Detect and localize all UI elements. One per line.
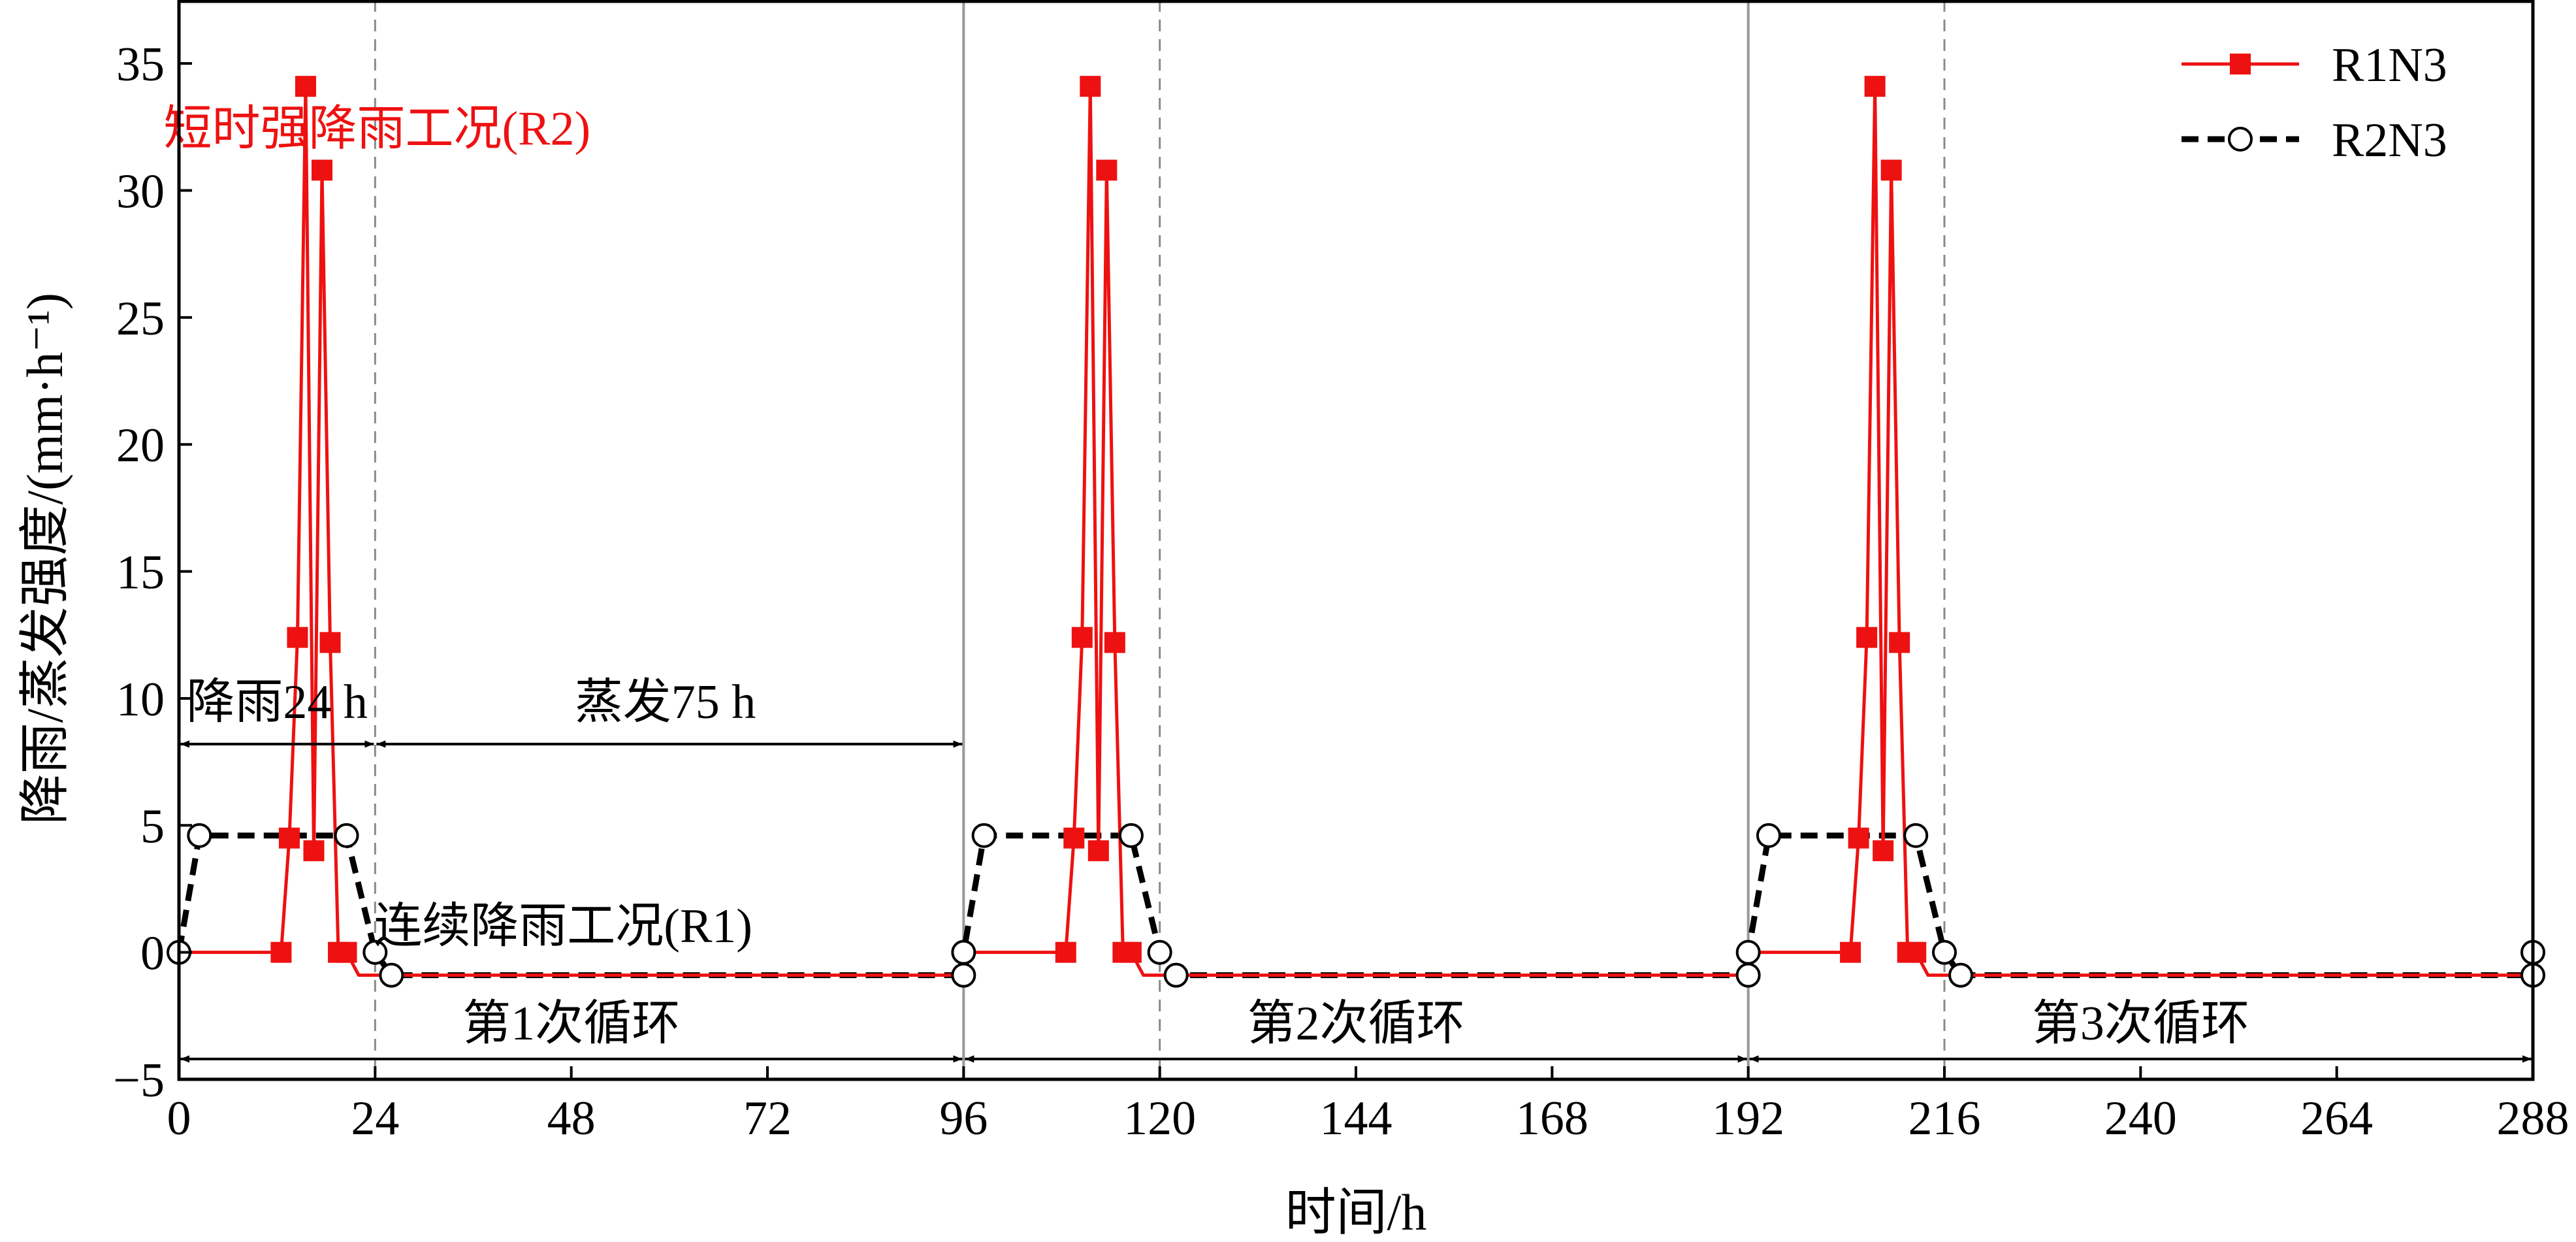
- r2-condition-label: 短时强降雨工况(R2): [164, 103, 591, 156]
- data-point-R1N3: [1856, 627, 1878, 648]
- x-tick-label: 264: [2300, 1092, 2373, 1145]
- x-tick-label: 72: [743, 1092, 792, 1145]
- x-axis-title: 时间/h: [1285, 1184, 1427, 1241]
- data-point-R2N3: [1932, 940, 1957, 965]
- data-point-R2N3: [362, 940, 388, 965]
- data-point-R1N3: [278, 827, 300, 849]
- data-point-R1N3: [1087, 840, 1109, 862]
- y-tick-label: 10: [116, 673, 165, 727]
- data-point-R1N3: [1071, 627, 1093, 648]
- data-point-R2N3: [1735, 962, 1761, 988]
- annotation-layer: 短时强降雨工况(R2) 连续降雨工况(R1) 降雨24 h 蒸发75 h 第1次循环 第2…: [164, 103, 2532, 1063]
- y-tick-label: 30: [116, 165, 165, 219]
- data-point-R1N3: [1880, 159, 1902, 181]
- x-tick-label: 144: [1320, 1092, 1393, 1145]
- legend-marker-R2N3: [2228, 127, 2253, 152]
- data-point-R1N3: [319, 632, 341, 653]
- cycle-label-1: 第1次循环: [462, 997, 680, 1051]
- legend-label-R2N3: R2N3: [2332, 114, 2447, 167]
- data-point-R1N3: [1889, 632, 1910, 653]
- data-point-R2N3: [1147, 940, 1172, 965]
- reference-lines: [374, 0, 1946, 1079]
- y-tick-label: 20: [116, 419, 165, 472]
- data-point-R1N3: [303, 840, 325, 862]
- series-line-R1N3: [179, 84, 2533, 977]
- r1-condition-label: 连续降雨工况(R1): [374, 900, 752, 953]
- series-layer: [167, 76, 2545, 988]
- y-tick-label: 25: [116, 292, 165, 346]
- data-point-R2N3: [1903, 823, 1929, 848]
- y-tick-label: 0: [140, 927, 165, 981]
- x-tick-label: 0: [167, 1092, 191, 1145]
- data-point-R1N3: [1055, 941, 1076, 963]
- x-tick-label: 24: [351, 1092, 399, 1145]
- evaporation-duration-label: 蒸发75 h: [575, 676, 756, 729]
- data-point-R2N3: [1948, 962, 1974, 988]
- legend: R1N3 R2N3: [2182, 39, 2447, 167]
- x-tick-label: 96: [939, 1092, 988, 1145]
- cycle-label-2: 第2次循环: [1248, 997, 1465, 1051]
- data-point-R2N3: [951, 940, 976, 965]
- x-tick-label: 288: [2497, 1092, 2569, 1145]
- data-point-R1N3: [336, 941, 357, 963]
- legend-label-R1N3: R1N3: [2332, 39, 2447, 92]
- x-tick-label: 216: [1908, 1092, 1981, 1145]
- data-point-R1N3: [1104, 632, 1125, 653]
- x-tick-label: 120: [1123, 1092, 1196, 1145]
- data-point-R2N3: [1756, 823, 1781, 848]
- data-point-R1N3: [1864, 76, 1886, 97]
- data-point-R1N3: [1096, 159, 1118, 181]
- y-tick-label: 5: [140, 800, 165, 853]
- legend-marker-R1N3: [2230, 54, 2251, 74]
- data-point-R1N3: [1848, 827, 1869, 849]
- data-point-R2N3: [334, 823, 359, 848]
- data-point-R1N3: [295, 76, 316, 97]
- data-point-R1N3: [270, 941, 292, 963]
- data-point-R1N3: [1080, 76, 1101, 97]
- data-point-R1N3: [1840, 941, 1861, 963]
- data-point-R2N3: [379, 962, 404, 988]
- data-point-R2N3: [951, 962, 976, 988]
- data-point-R1N3: [1063, 827, 1085, 849]
- data-point-R1N3: [1905, 941, 1927, 963]
- x-tick-label: 240: [2104, 1092, 2177, 1145]
- y-tick-label: 15: [116, 546, 165, 600]
- data-point-R1N3: [1120, 941, 1142, 963]
- data-point-R1N3: [311, 159, 332, 181]
- y-axis-title: 降雨/蒸发强度/(mm·h⁻¹): [16, 293, 73, 825]
- x-tick-label: 192: [1712, 1092, 1784, 1145]
- x-tick-label: 48: [547, 1092, 596, 1145]
- data-point-R1N3: [1873, 840, 1894, 862]
- x-tick-label: 168: [1516, 1092, 1588, 1145]
- data-point-R2N3: [187, 823, 212, 848]
- data-point-R2N3: [1163, 962, 1189, 988]
- cycle-label-3: 第3次循环: [2032, 997, 2249, 1051]
- axes: 0 24 48 72 96 120 144 168 192 216 240 264 288−505101…: [113, 0, 2569, 1145]
- rain-duration-label: 降雨24 h: [186, 676, 368, 729]
- series-line-R2N3: [176, 832, 2533, 979]
- y-tick-label: −5: [113, 1054, 165, 1107]
- data-point-R2N3: [1735, 940, 1761, 965]
- y-tick-label: 35: [116, 38, 165, 91]
- data-point-R1N3: [287, 627, 308, 648]
- data-point-R2N3: [1118, 823, 1144, 848]
- data-point-R2N3: [971, 823, 997, 848]
